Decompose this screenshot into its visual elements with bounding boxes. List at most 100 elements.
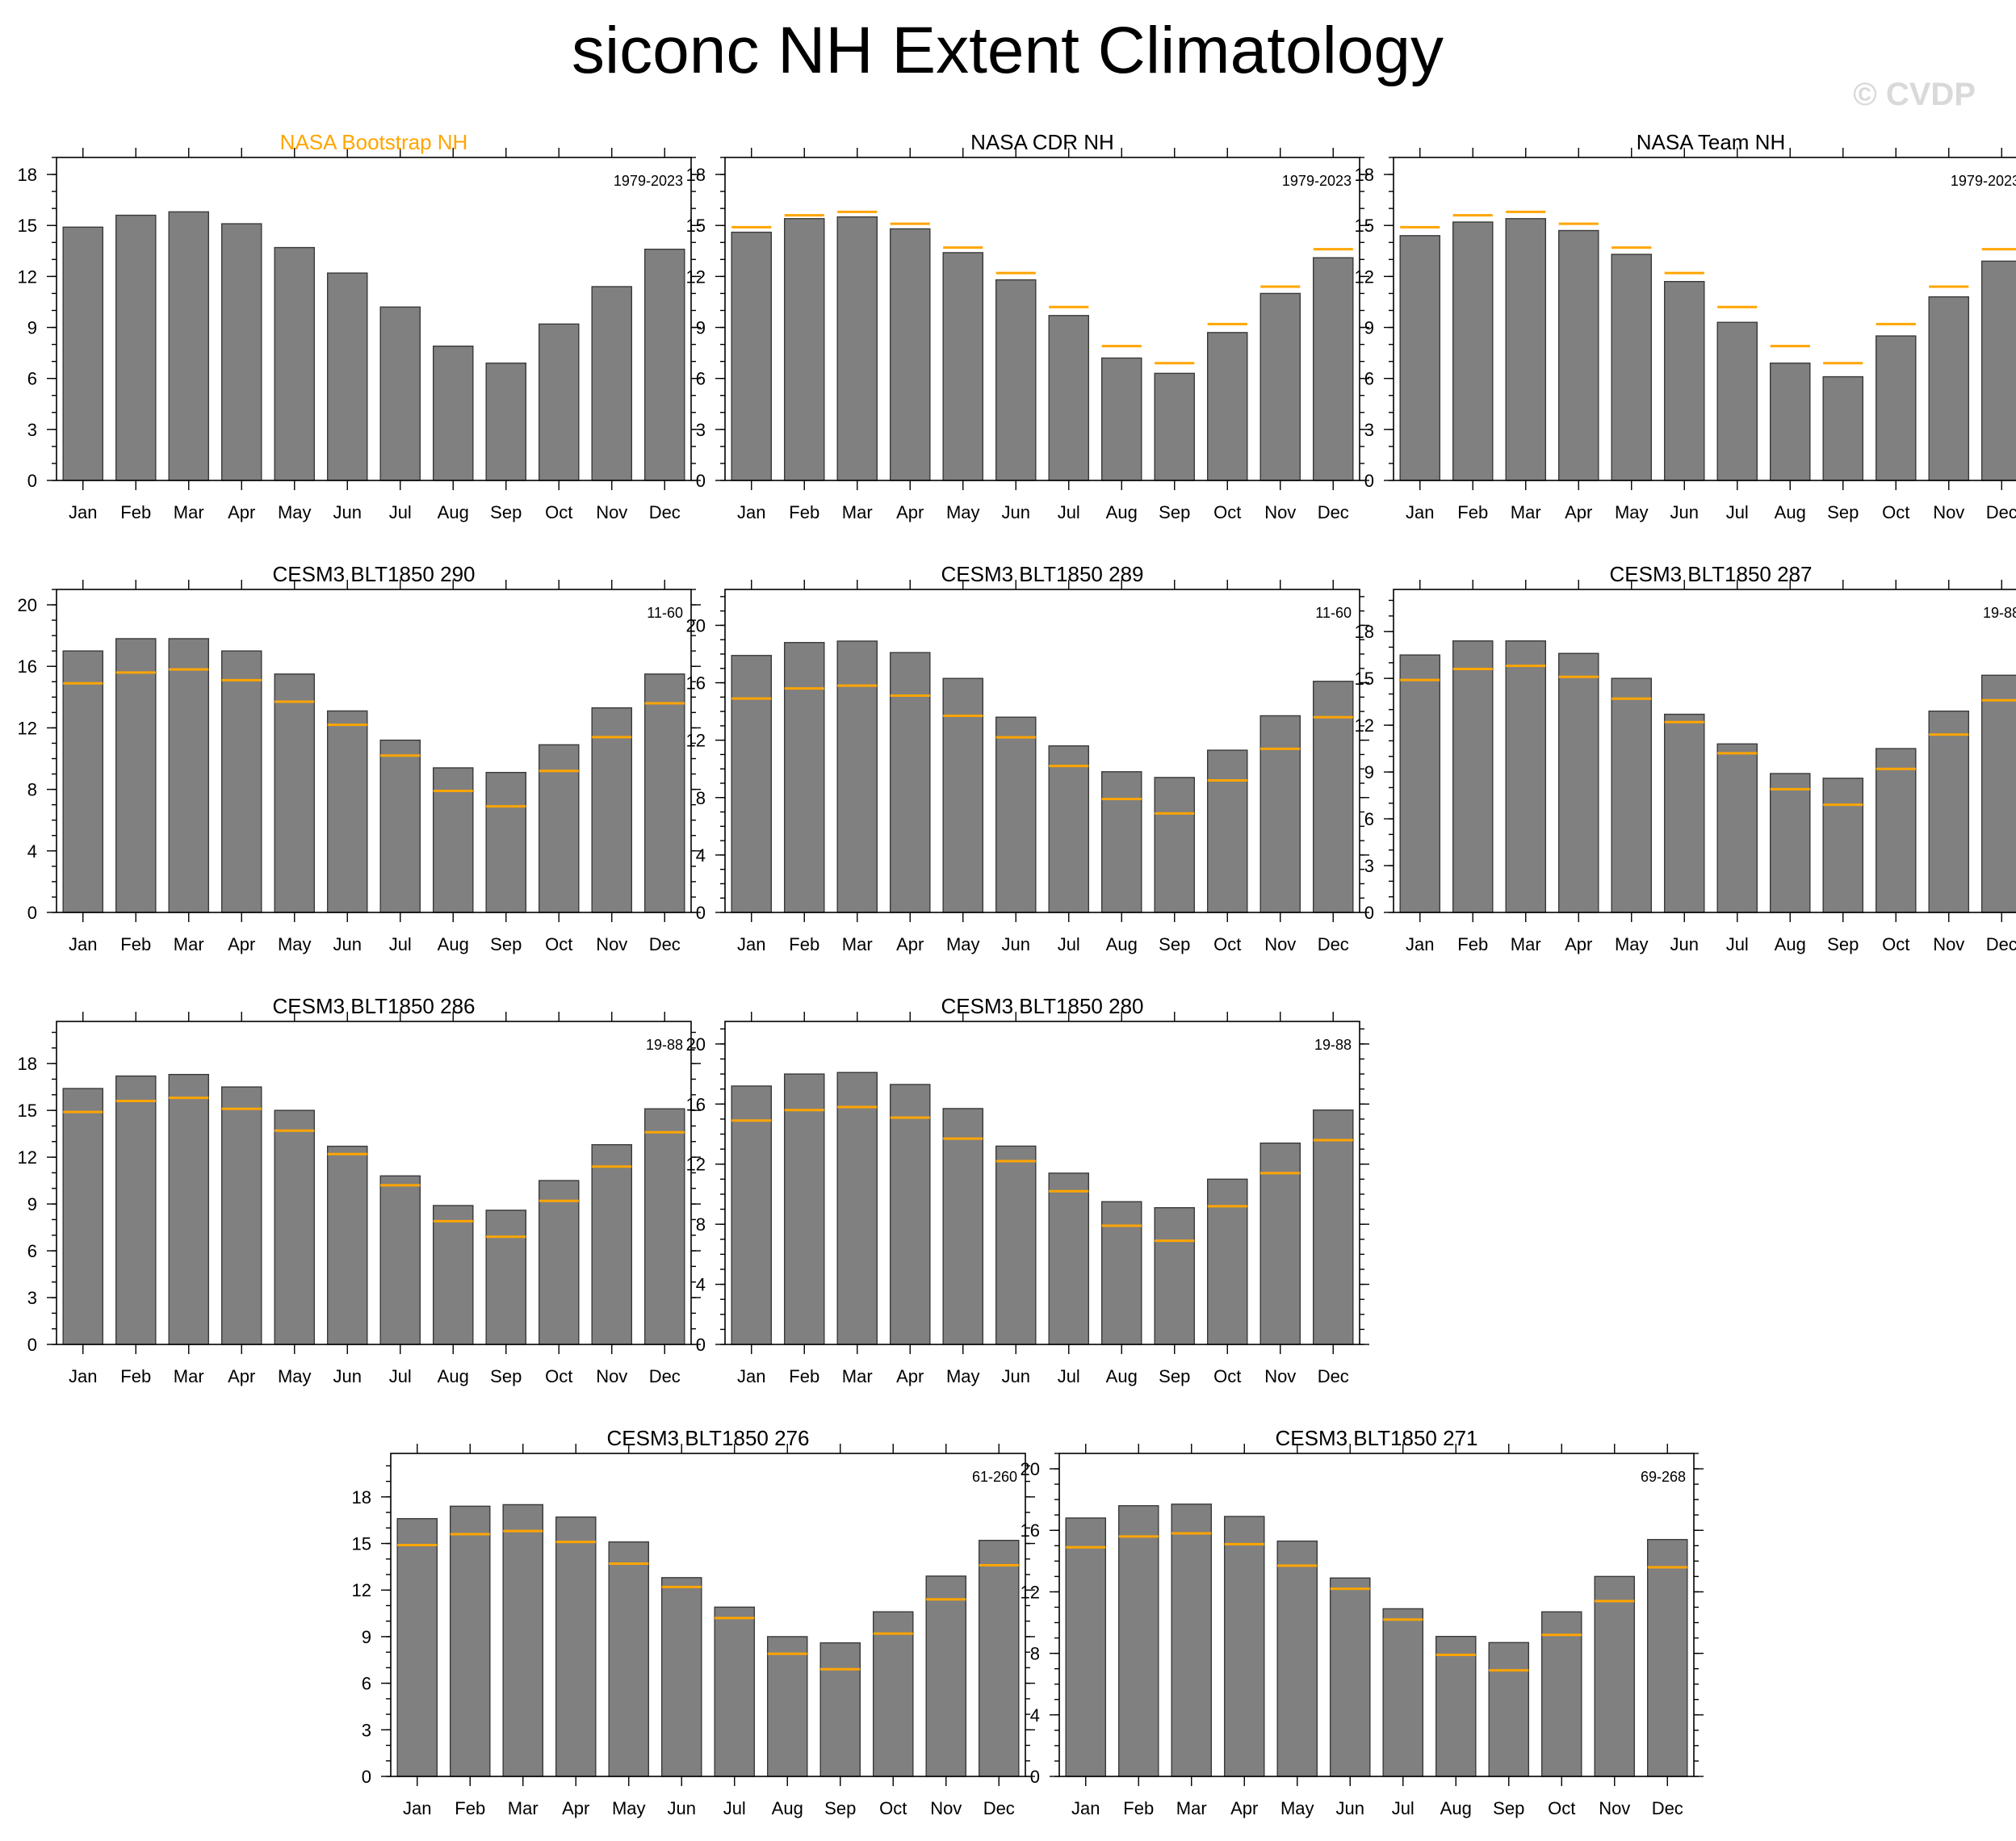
bar-apr: [1223, 1516, 1265, 1777]
x-tick-label: Jul: [1058, 934, 1080, 954]
y-tick-label: 18: [1355, 165, 1374, 185]
x-tick-label: Jan: [69, 1366, 97, 1386]
bar-mar: [168, 638, 210, 913]
bar-feb: [115, 638, 157, 913]
y-tick-label: 15: [1355, 216, 1374, 236]
period-label: 19-88: [646, 1037, 683, 1053]
bar-nov: [591, 707, 633, 913]
x-tick-label: Oct: [1213, 1366, 1241, 1386]
period-label: 1979-2023: [1951, 173, 2016, 189]
bar-oct: [538, 323, 580, 481]
x-tick-label: Feb: [789, 934, 819, 954]
y-tick-label: 9: [27, 1194, 37, 1214]
x-tick-label: Oct: [879, 1798, 907, 1818]
bar-oct: [1875, 335, 1917, 481]
x-tick-label: Jun: [333, 502, 362, 522]
x-tick-label: Mar: [1511, 934, 1541, 954]
bar-nov: [1259, 715, 1301, 913]
plot-frame: [724, 589, 1360, 913]
bar-dec: [643, 248, 685, 481]
bar-aug: [1100, 357, 1142, 481]
x-tick-label: Mar: [842, 502, 873, 522]
bar-feb: [783, 642, 825, 913]
y-tick-label: 9: [27, 318, 37, 338]
period-label: 1979-2023: [614, 173, 683, 189]
x-tick-label: Oct: [545, 1366, 572, 1386]
x-tick-label: May: [278, 1366, 312, 1386]
y-tick-label: 20: [686, 615, 706, 635]
x-tick-label: Jan: [1406, 934, 1434, 954]
y-tick-label: 4: [696, 845, 706, 866]
x-tick-label: Jul: [1726, 934, 1749, 954]
x-tick-label: Jun: [1336, 1798, 1364, 1818]
bar-nov: [1928, 296, 1970, 481]
x-tick-label: Feb: [120, 934, 151, 954]
bar-aug: [766, 1636, 808, 1777]
x-tick-label: Dec: [1318, 1366, 1349, 1386]
panel-title: CESM3 BLT1850 286: [273, 994, 476, 1018]
x-tick-label: Dec: [649, 1366, 681, 1386]
bar-sep: [485, 771, 527, 913]
cvdp-watermark: © CVDP: [1853, 77, 1976, 112]
period-label: 11-60: [1315, 605, 1352, 621]
x-tick-label: Apr: [228, 934, 255, 954]
y-tick-label: 15: [352, 1534, 371, 1554]
x-tick-label: Oct: [545, 502, 572, 522]
bar-feb: [1452, 221, 1494, 481]
x-tick-label: Nov: [930, 1798, 962, 1818]
y-tick-label: 16: [686, 1094, 706, 1114]
y-tick-label: 8: [696, 1214, 706, 1235]
x-tick-label: Sep: [1493, 1798, 1524, 1818]
bar-may: [274, 673, 316, 913]
bar-sep: [1488, 1642, 1530, 1777]
bar-jan: [62, 650, 104, 913]
y-tick-label: 8: [696, 788, 706, 808]
bar-feb: [115, 1075, 157, 1345]
x-tick-label: Nov: [1599, 1798, 1630, 1818]
bar-jan: [1065, 1517, 1107, 1777]
bar-apr: [1557, 229, 1599, 481]
y-tick-label: 9: [362, 1627, 371, 1647]
bar-oct: [872, 1611, 914, 1777]
x-tick-label: Sep: [824, 1798, 856, 1818]
bar-mar: [836, 640, 878, 913]
y-tick-label: 16: [1021, 1520, 1040, 1541]
y-tick-label: 3: [27, 420, 37, 440]
x-tick-label: Feb: [455, 1798, 485, 1818]
x-tick-label: Feb: [789, 1366, 819, 1386]
x-tick-label: Jan: [737, 1366, 765, 1386]
panel-title: CESM3 BLT1850 271: [1276, 1426, 1478, 1450]
y-tick-label: 3: [362, 1720, 371, 1740]
x-tick-label: Jul: [1058, 502, 1080, 522]
bar-mar: [502, 1503, 544, 1777]
bar-jul: [1048, 315, 1090, 481]
x-tick-label: Jan: [69, 934, 97, 954]
x-tick-label: Apr: [896, 502, 924, 522]
bar-jun: [326, 272, 368, 481]
bar-feb: [783, 218, 825, 481]
x-tick-label: Aug: [1106, 502, 1138, 522]
bar-may: [1611, 254, 1653, 481]
bar-jun: [660, 1577, 702, 1777]
plot-frame: [56, 589, 692, 913]
x-tick-label: May: [946, 1366, 980, 1386]
x-tick-label: Nov: [1933, 502, 1964, 522]
x-tick-label: Aug: [438, 1366, 469, 1386]
period-label: 69-268: [1641, 1469, 1686, 1485]
period-label: 61-260: [972, 1469, 1017, 1485]
panel-title: CESM3 BLT1850 280: [941, 994, 1144, 1018]
y-tick-label: 12: [686, 731, 706, 751]
bar-mar: [168, 1074, 210, 1345]
bar-jun: [1663, 713, 1705, 913]
y-tick-label: 18: [18, 165, 37, 185]
panel-title: CESM3 BLT1850 289: [941, 562, 1144, 586]
y-tick-label: 3: [1364, 420, 1374, 440]
y-tick-label: 12: [686, 1155, 706, 1175]
x-tick-label: Jun: [333, 1366, 362, 1386]
bar-oct: [1206, 1178, 1248, 1345]
bar-nov: [1928, 711, 1970, 913]
x-tick-label: Jun: [1002, 502, 1030, 522]
y-tick-label: 0: [696, 903, 706, 923]
y-tick-label: 3: [1364, 856, 1374, 876]
y-tick-label: 18: [1355, 622, 1374, 642]
